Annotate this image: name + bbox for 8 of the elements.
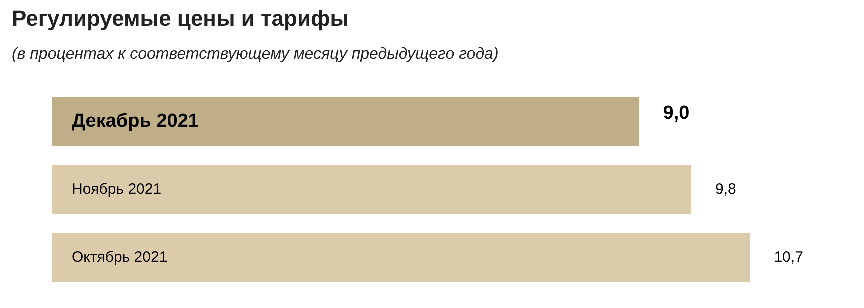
data-label: 9,8: [715, 181, 736, 198]
y-tick-label: Октябрь 2021: [72, 249, 168, 266]
chart-title: Регулируемые цены и тарифы: [12, 6, 350, 32]
y-tick-label: Ноябрь 2021: [72, 181, 162, 198]
y-tick-label: Декабрь 2021: [72, 111, 200, 132]
data-label: 9,0: [663, 103, 690, 124]
chart-subtitle: (в процентах к соответствующему месяцу предыдущего года): [12, 46, 499, 64]
data-label: 10,7: [774, 249, 804, 266]
